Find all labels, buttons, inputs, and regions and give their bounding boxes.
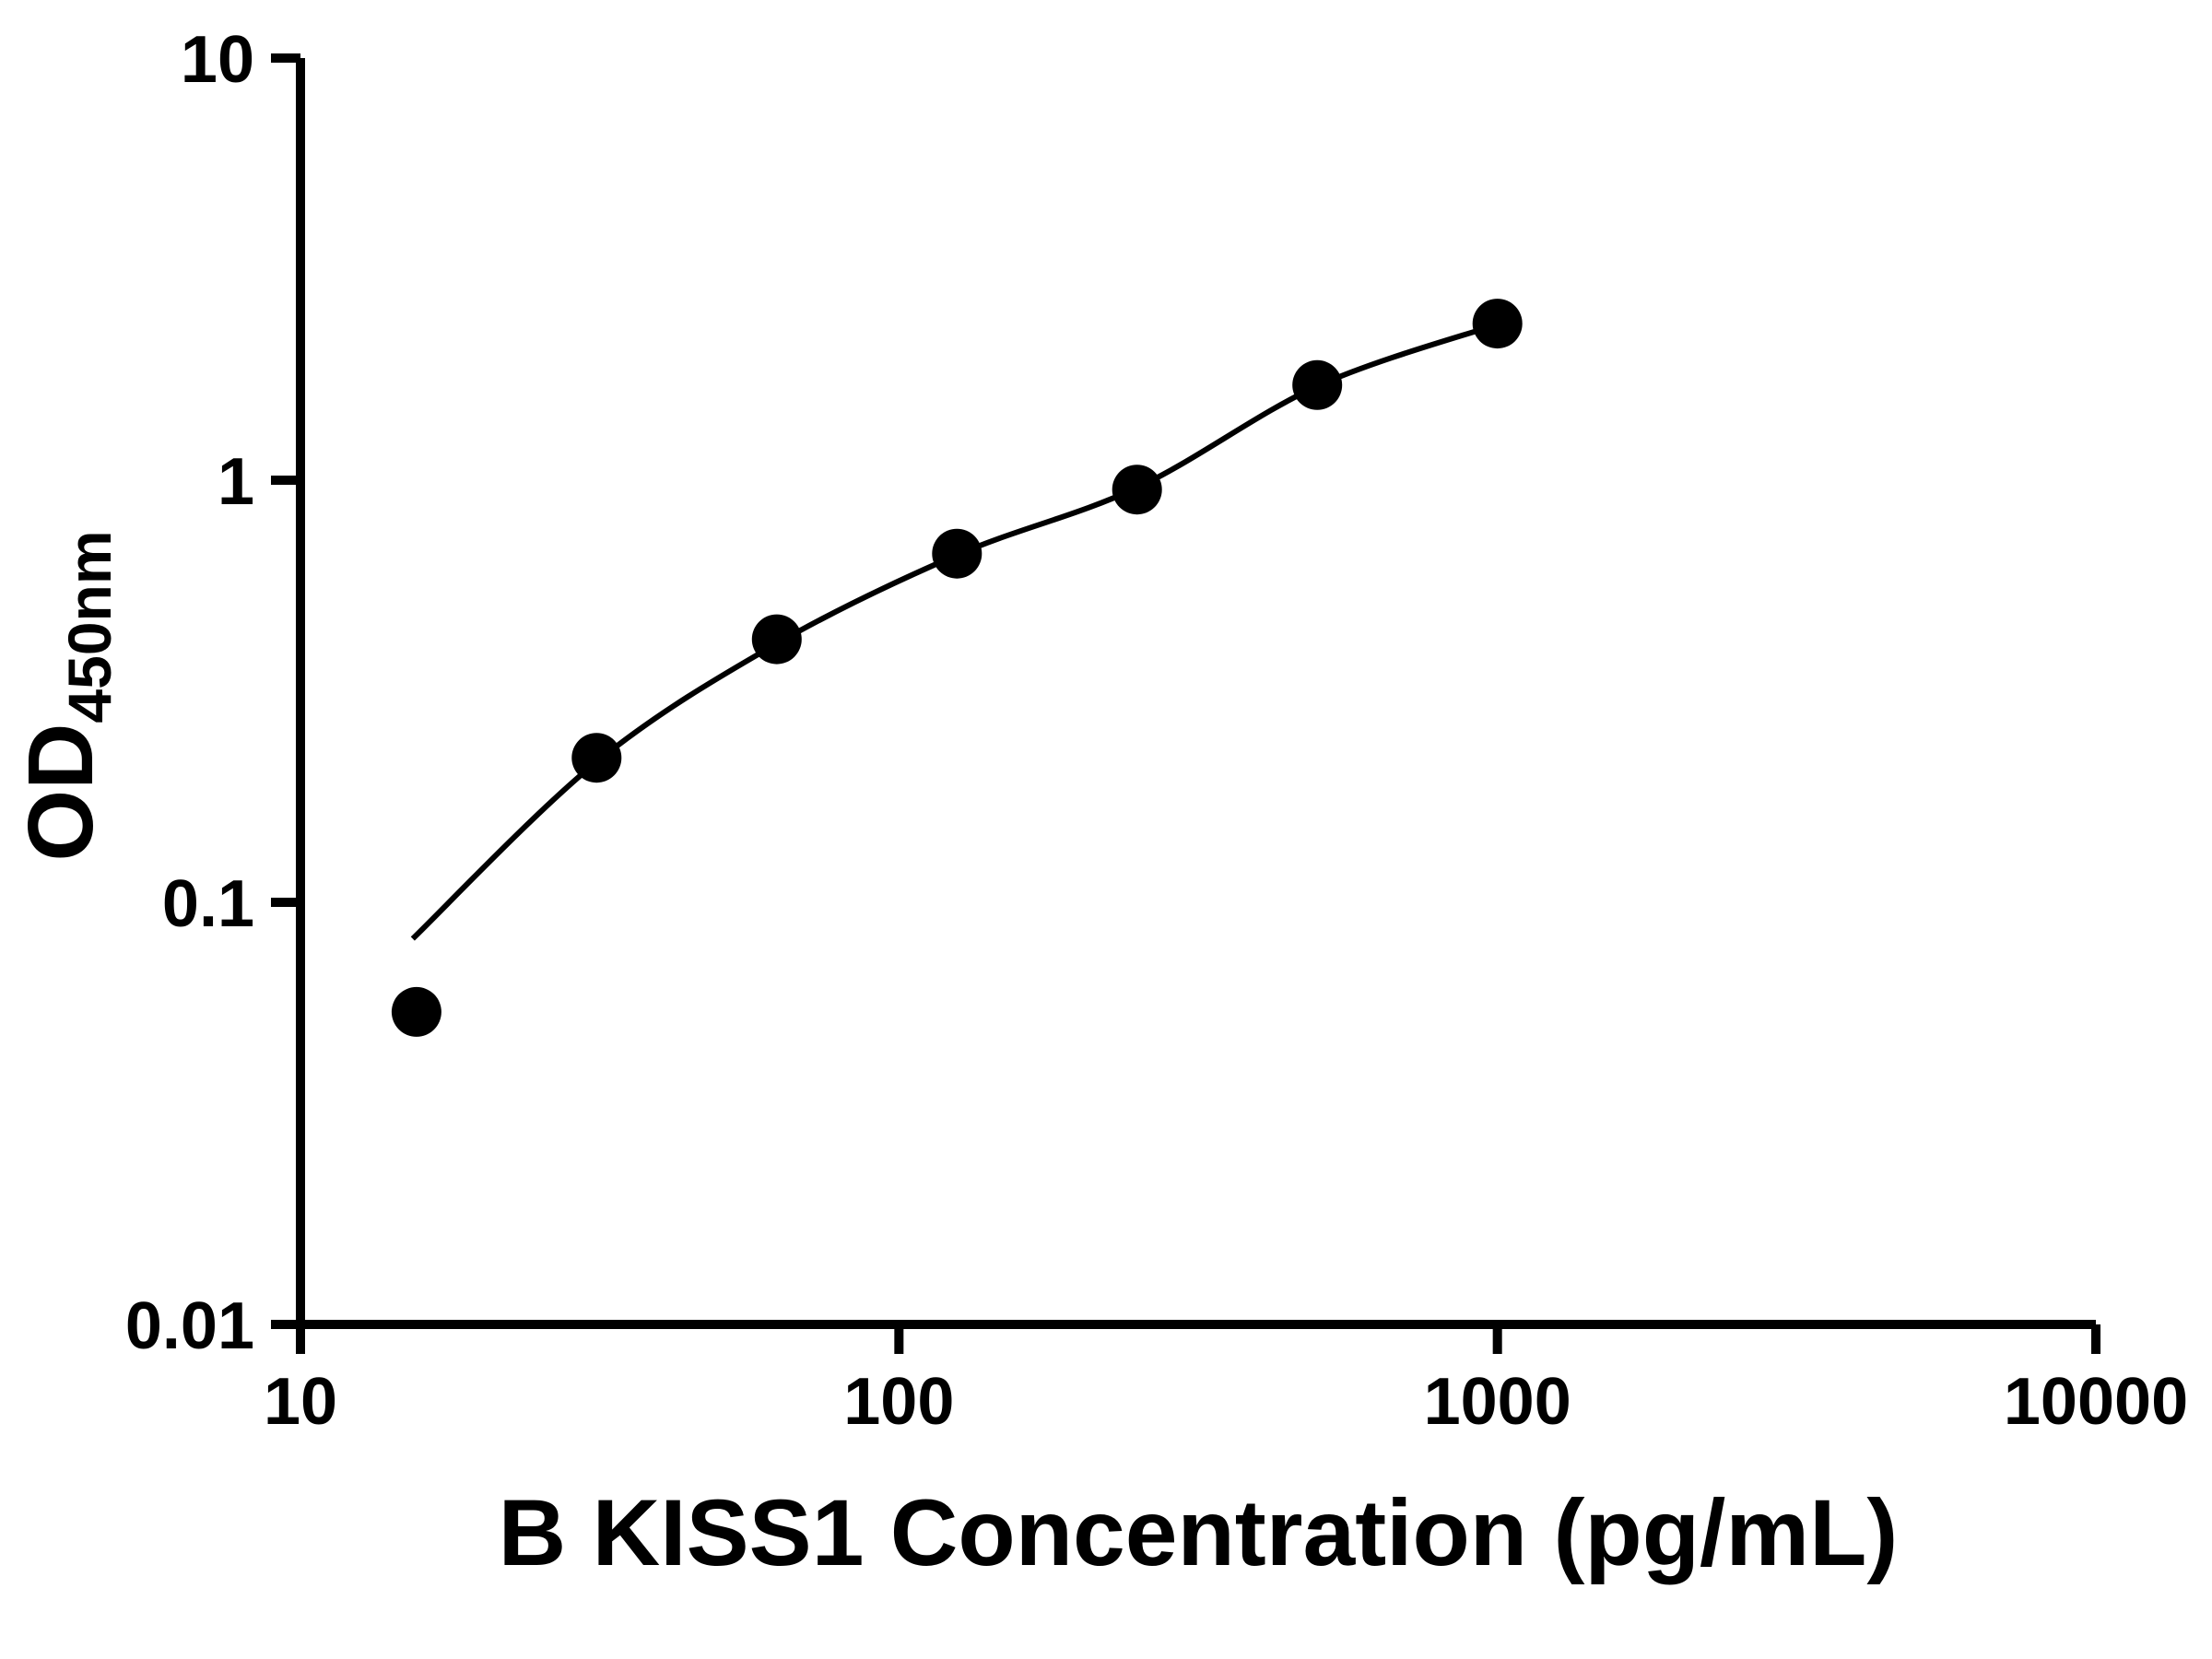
data-point	[1292, 359, 1343, 410]
y-tick-label: 1	[218, 445, 254, 519]
data-point	[571, 733, 622, 783]
data-point	[932, 528, 982, 579]
x-tick-label: 100	[843, 1365, 954, 1439]
axes	[271, 53, 2100, 1354]
data-points	[391, 299, 1523, 1037]
data-point	[1112, 465, 1162, 515]
x-tick-label: 10000	[2004, 1365, 2188, 1439]
y-tick-label: 0.1	[162, 867, 254, 941]
y-axis-title-sub: 450nm	[55, 530, 124, 723]
x-axis-title: B KISS1 Concentration (pg/mL)	[499, 1480, 1899, 1585]
y-axis-title: OD450nm	[9, 530, 124, 861]
axis-spines	[296, 58, 2096, 1329]
fit-curve	[410, 322, 1499, 941]
y-tick-label: 0.01	[125, 1289, 254, 1363]
x-tick-label: 1000	[1424, 1365, 1571, 1439]
y-tick-label: 10	[181, 23, 254, 97]
y-axis-title-main: OD	[9, 724, 112, 862]
data-point	[391, 986, 441, 1037]
fit-curve-line	[410, 322, 1499, 941]
data-point	[751, 614, 802, 665]
data-point	[1472, 299, 1523, 349]
x-tick-label: 10	[264, 1365, 337, 1439]
tick-labels: 10 100 1000 10000 0.01 0.1 1 10	[125, 23, 2188, 1439]
